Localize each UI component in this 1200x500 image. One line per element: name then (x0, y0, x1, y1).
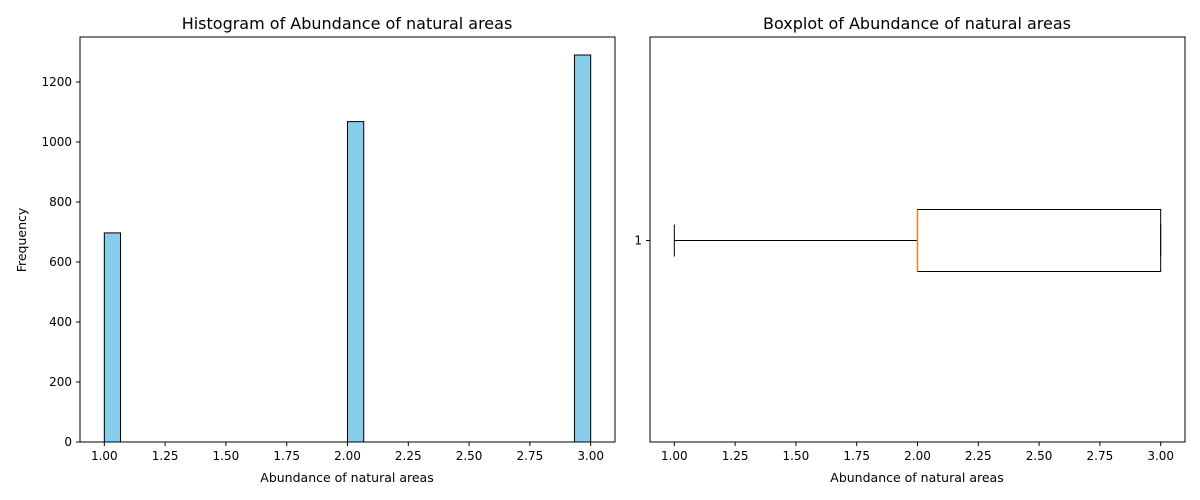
x-tick-label: 1.25 (722, 449, 749, 463)
x-tick-label: 1.75 (843, 449, 870, 463)
x-tick-label: 2.00 (334, 449, 361, 463)
y-tick-label: 400 (49, 315, 72, 329)
x-tick-label: 3.00 (577, 449, 604, 463)
histogram-bar (347, 121, 365, 443)
boxplot-x-axis-label: Abundance of natural areas (830, 470, 1003, 485)
x-tick-label: 2.00 (904, 449, 931, 463)
boxplot-y-ticks: 1 (634, 234, 650, 248)
boxplot-panel: Boxplot of Abundance of natural areas 1.… (634, 14, 1186, 485)
boxplot-box (917, 209, 1162, 272)
y-tick-label: 1000 (41, 135, 72, 149)
histogram-title: Histogram of Abundance of natural areas (182, 14, 513, 33)
histogram-panel: Histogram of Abundance of natural areas … (14, 14, 616, 485)
x-tick-label: 1.75 (273, 449, 300, 463)
boxplot-elements (673, 209, 1162, 272)
x-tick-label: 1.00 (91, 449, 118, 463)
y-tick-label: 1 (634, 234, 642, 248)
boxplot-title: Boxplot of Abundance of natural areas (763, 14, 1071, 33)
y-tick-label: 200 (49, 375, 72, 389)
x-tick-label: 2.75 (1087, 449, 1114, 463)
x-tick-label: 2.50 (456, 449, 483, 463)
x-tick-label: 2.50 (1026, 449, 1053, 463)
x-tick-label: 3.00 (1147, 449, 1174, 463)
x-tick-label: 2.25 (395, 449, 422, 463)
x-tick-label: 1.50 (213, 449, 240, 463)
x-tick-label: 1.25 (152, 449, 179, 463)
y-tick-label: 0 (64, 435, 72, 449)
histogram-x-axis-label: Abundance of natural areas (260, 470, 433, 485)
x-tick-label: 1.50 (783, 449, 810, 463)
y-tick-label: 800 (49, 195, 72, 209)
y-tick-label: 1200 (41, 75, 72, 89)
histogram-bar (103, 232, 122, 443)
x-tick-label: 1.00 (661, 449, 688, 463)
x-tick-label: 2.25 (965, 449, 992, 463)
histogram-bar (573, 54, 592, 443)
histogram-x-ticks: 1.00 1.25 1.50 1.75 2.00 2.25 2.50 2.75 3.00 (91, 442, 604, 463)
boxplot-x-ticks: 1.00 1.25 1.50 1.75 2.00 2.25 2.50 2.75 3.00 (661, 442, 1174, 463)
x-tick-label: 2.75 (517, 449, 544, 463)
histogram-bars (103, 54, 592, 443)
y-tick-label: 600 (49, 255, 72, 269)
histogram-y-ticks: 0 200 400 600 800 1000 1200 (41, 75, 80, 449)
histogram-y-axis-label: Frequency (14, 207, 29, 272)
